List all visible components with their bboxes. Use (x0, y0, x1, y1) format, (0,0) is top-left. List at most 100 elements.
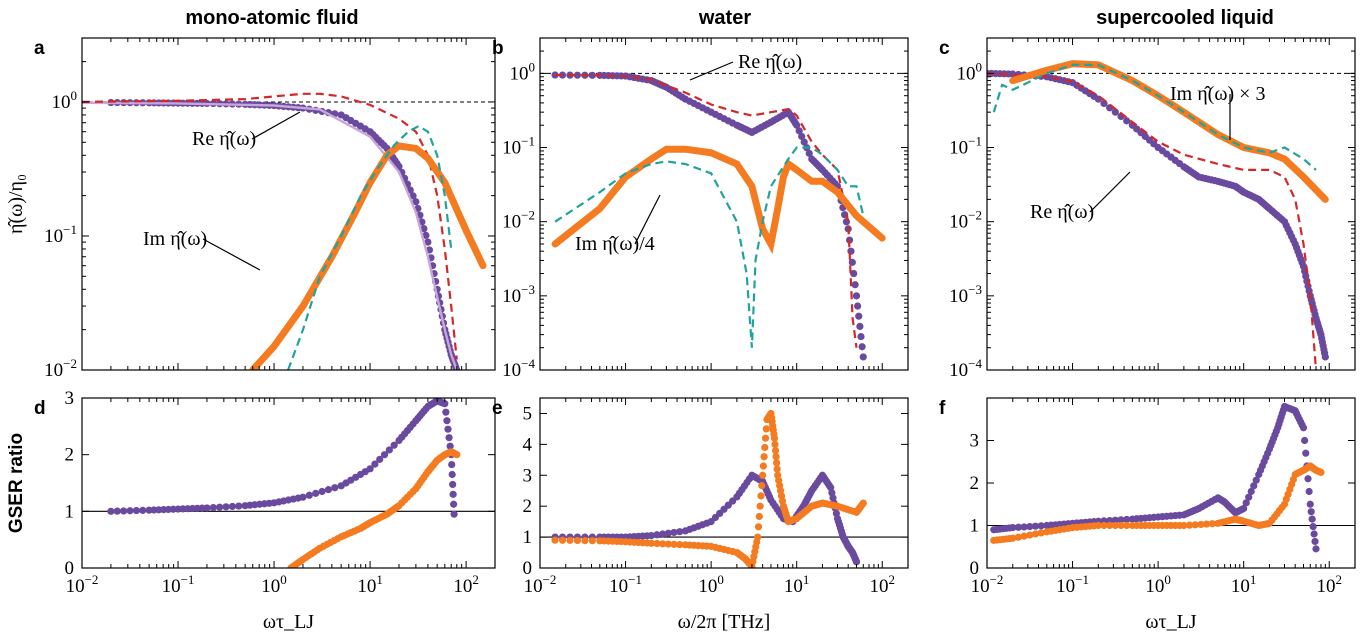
data-point-re_sim (446, 442, 454, 450)
data-point-im_sim (762, 425, 770, 433)
data-point-re_sim (235, 502, 243, 510)
panel-letter: d (34, 398, 46, 419)
data-point-re_sim (1026, 522, 1034, 531)
annotation-label: Re η̂(ω) (192, 128, 256, 150)
data-point-re_sim (312, 489, 320, 497)
panel-d: 10−2 10−1 100 101 102 0 1 2 3d GSER ratio ωτ_LJ (6, 388, 496, 633)
annotation-arrow (689, 61, 734, 81)
data-point-re_sim (366, 465, 374, 473)
x-tick-label: 101 (357, 572, 383, 597)
data-point-re_sim (1299, 424, 1308, 432)
y-tick-label: 10−4 (949, 356, 982, 381)
data-point-re_sim (1250, 482, 1258, 490)
data-point-re_sim (1037, 522, 1045, 530)
axes-frame (81, 397, 496, 569)
data-point-im_sim (754, 533, 762, 541)
data-point-re_sim (1123, 117, 1131, 125)
series-line-re_dashed (987, 72, 1318, 370)
data-point-im_sim (1037, 529, 1045, 537)
column-title-c: supercooled liquid (1096, 7, 1274, 29)
y-tick-label: 2 (523, 496, 533, 517)
data-point-im_sim (653, 539, 661, 548)
annotation-label: Im η̂(ω) (143, 228, 207, 250)
data-point-re_sim (798, 132, 806, 141)
data-point-re_sim (385, 446, 393, 454)
data-point-im_sim (588, 537, 596, 545)
data-point-re_sim (216, 503, 224, 511)
data-point-re_sim (113, 507, 121, 515)
data-point-im_sim (676, 540, 684, 549)
data-point-re_sim (1301, 436, 1309, 445)
y-tick-label: 3 (970, 431, 980, 452)
panel-e: 10−2 10−1 100 101 102 0 1 2 3 4 5e ω/2π [THz] (492, 397, 909, 633)
data-point-im_sim (761, 434, 770, 442)
data-point-re_sim (409, 192, 417, 200)
data-point-re_sim (1123, 515, 1131, 524)
series-group (82, 92, 487, 370)
axes-frame (539, 37, 909, 371)
y-tick-label: 2 (970, 473, 980, 494)
data-point-re_sim (852, 558, 861, 566)
data-point-re_sim (1111, 108, 1119, 116)
data-point-re_sim (450, 510, 458, 518)
data-point-re_sim (324, 486, 333, 494)
data-point-re_sim (442, 408, 450, 416)
data-point-re_sim (859, 353, 867, 361)
y-tick-label: 1 (970, 516, 980, 537)
data-point-im_sim (1031, 530, 1040, 538)
panel-letter: b (492, 38, 504, 59)
data-point-re_sim (793, 121, 801, 129)
y-tick-label: 2 (65, 445, 75, 466)
x-tick-label: 102 (869, 572, 895, 597)
data-point-im_sim (1014, 533, 1023, 541)
data-point-im_sim (566, 536, 574, 544)
y-tick-label: 10−4 (502, 356, 535, 381)
y-tick-label: 10−3 (502, 282, 535, 307)
data-point-im_sim (551, 536, 559, 544)
data-point-im_sim (859, 499, 867, 507)
x-tick-label: 100 (1145, 572, 1171, 597)
panel-letter: a (34, 38, 45, 59)
series-line-re_dashed (82, 92, 458, 360)
y-tick-label: 100 (52, 88, 78, 113)
y-tick-label: 3 (65, 388, 75, 409)
data-point-re_sim (1305, 487, 1313, 496)
x-tick-label: 101 (1231, 572, 1257, 597)
data-point-re_sim (1247, 487, 1255, 496)
y-tick-label: 10−1 (949, 134, 982, 159)
data-point-re_sim (852, 292, 861, 300)
x-tick-label: 101 (784, 572, 810, 597)
data-point-im_sim (770, 434, 779, 442)
data-point-re_sim (1009, 524, 1017, 532)
series-line-im_dashed (992, 63, 1317, 171)
data-point-re_sim (551, 71, 559, 79)
series-group (987, 60, 1329, 370)
column-title-a: mono-atomic fluid (185, 7, 358, 29)
data-point-re_sim (228, 502, 237, 511)
data-point-im_sim (771, 440, 779, 448)
data-point-im_sim (1317, 468, 1325, 476)
data-point-re_sim (851, 281, 859, 289)
data-point-im_sim (757, 492, 765, 500)
y-tick-label: 10−1 (502, 134, 535, 159)
data-point-re_sim (448, 470, 456, 479)
y-axis-label: η̂(ω)/η₀ (5, 174, 27, 234)
y-tick-label: 10−2 (44, 356, 77, 381)
data-point-re_sim (588, 71, 596, 79)
data-point-re_sim (132, 506, 140, 515)
data-point-re_sim (1311, 537, 1319, 546)
axes-frame (986, 37, 1356, 371)
y-tick-label: 0 (65, 558, 75, 579)
data-point-re_sim (305, 491, 313, 499)
x-tick-label: 10−1 (609, 572, 642, 597)
data-point-im_sim (1020, 532, 1028, 540)
data-point-re_sim (120, 507, 128, 515)
data-point-re_sim (857, 332, 865, 341)
data-point-im_sim (1197, 520, 1205, 529)
data-point-re_sim (380, 451, 389, 459)
data-point-re_sim (647, 531, 655, 540)
data-point-re_sim (444, 425, 452, 433)
data-point-im_sim (1111, 521, 1119, 530)
y-tick-label: 100 (510, 59, 536, 84)
